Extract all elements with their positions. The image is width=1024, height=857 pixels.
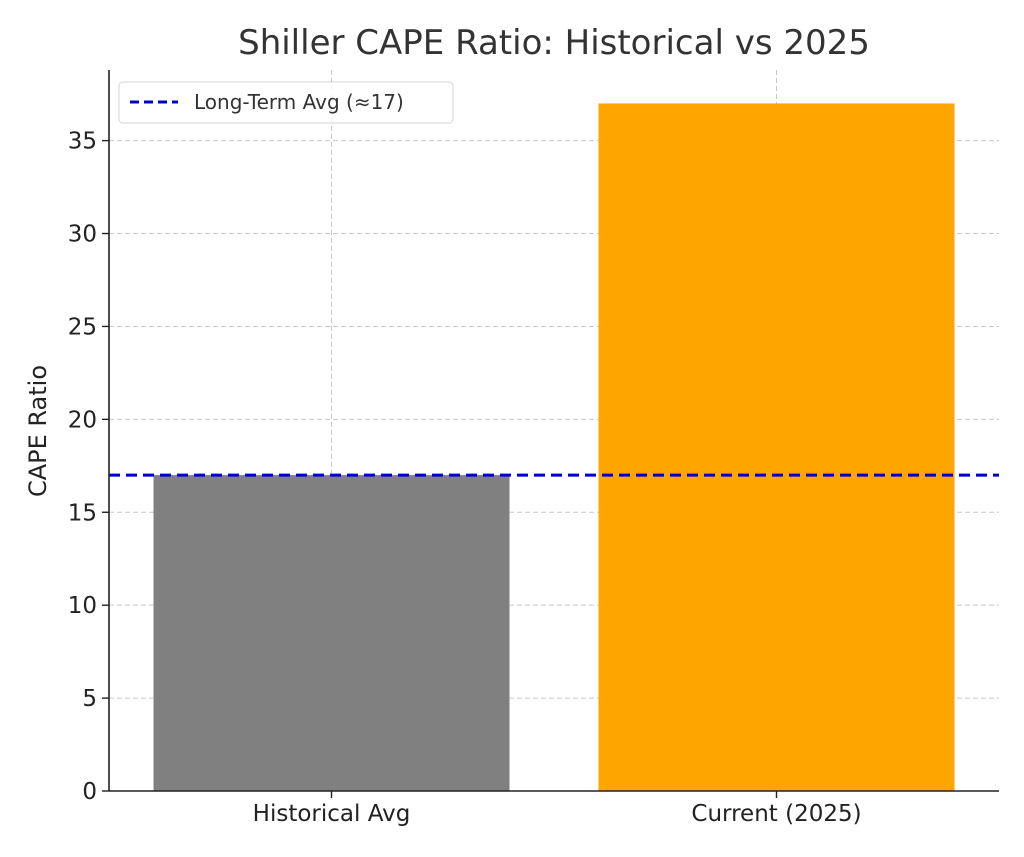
axis-layer	[108, 70, 999, 792]
y-tick-label: 25	[68, 314, 97, 340]
legend: Long-Term Avg (≈17)	[118, 81, 454, 124]
bar-current-2025	[598, 103, 955, 791]
legend-label: Long-Term Avg (≈17)	[194, 90, 404, 114]
y-tick-label: 10	[68, 593, 97, 619]
bar-historical-avg	[153, 475, 510, 791]
y-tick-label: 30	[68, 222, 97, 248]
y-tick-label: 0	[82, 779, 97, 805]
bar-layer	[153, 103, 955, 791]
y-axis-label: CAPE Ratio	[24, 365, 52, 497]
x-tick-label: Current (2025)	[691, 801, 861, 827]
chart-title: Shiller CAPE Ratio: Historical vs 2025	[238, 23, 870, 63]
tick-layer: 0 5 10 15 20 25 30 35 Historical Avg Current (202…	[68, 129, 862, 827]
x-tick-label: Historical Avg	[253, 801, 411, 827]
y-tick-label: 35	[68, 129, 97, 155]
legend-box	[118, 81, 454, 124]
y-tick-label: 5	[82, 686, 97, 712]
y-tick-label: 15	[68, 500, 97, 526]
y-tick-label: 20	[68, 407, 97, 433]
